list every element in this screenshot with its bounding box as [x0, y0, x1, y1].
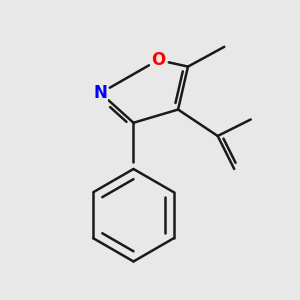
Text: O: O [151, 51, 165, 69]
Text: N: N [94, 84, 107, 102]
